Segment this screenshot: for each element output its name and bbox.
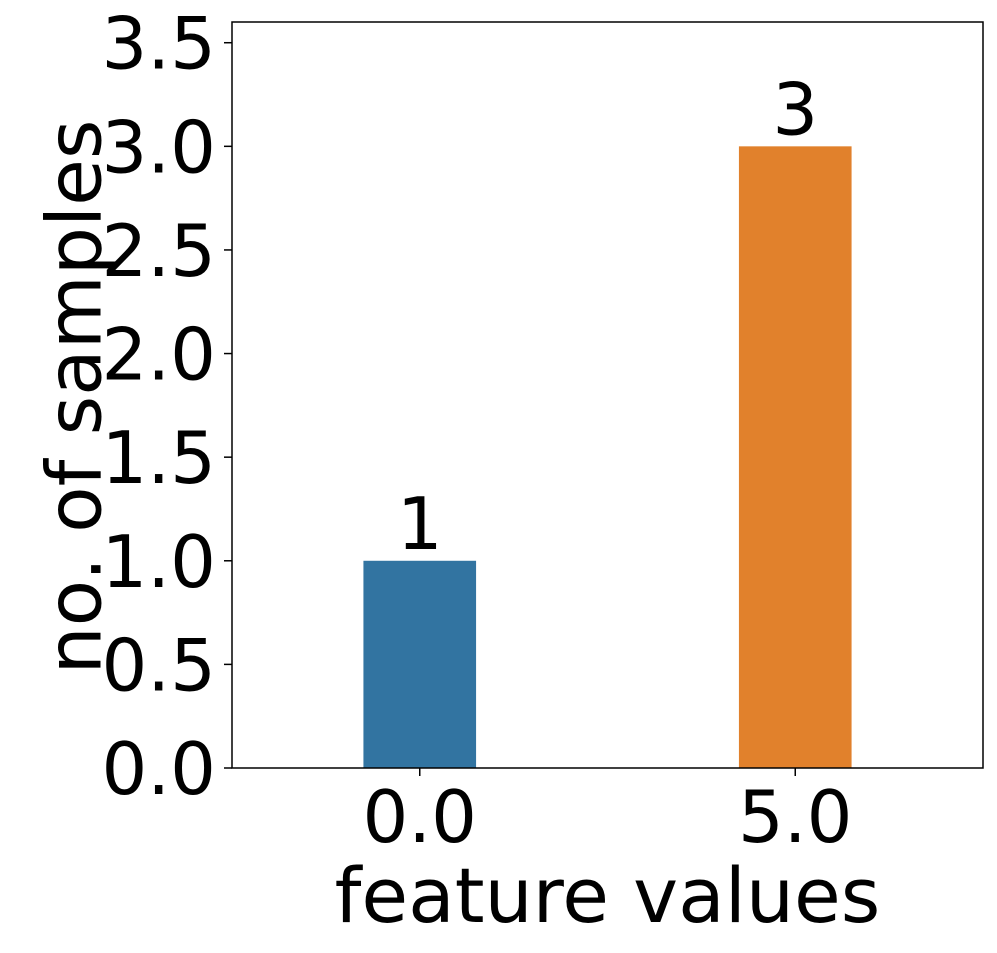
x-axis-label: feature values — [335, 851, 881, 940]
x-axis: 0.0 5.0 — [362, 768, 853, 859]
y-tick-label: 1.5 — [101, 416, 216, 500]
plot-frame — [231, 21, 984, 769]
y-tick-label: 2.0 — [101, 313, 216, 397]
y-tick-label: 3.0 — [101, 105, 216, 189]
x-tick-label: 0.0 — [362, 775, 477, 859]
y-tick-label: 0.0 — [101, 727, 216, 811]
bar-value-label-0: 1 — [397, 482, 443, 566]
bar-value-label-1: 3 — [772, 67, 818, 151]
bars-group — [363, 146, 852, 769]
y-tick-label: 3.5 — [101, 2, 216, 86]
y-axis-label: no. of samples — [30, 120, 119, 675]
data-labels-group: 13 — [397, 67, 818, 565]
x-tick-label: 5.0 — [738, 775, 853, 859]
y-axis: 0.0 0.5 1.0 1.5 2.0 2.5 3.0 3.5 — [101, 2, 232, 811]
y-tick-label: 1.0 — [101, 520, 216, 604]
y-tick-label: 2.5 — [101, 209, 216, 293]
bar-0 — [363, 560, 477, 768]
bar-1 — [738, 146, 852, 769]
y-tick-label: 0.5 — [101, 623, 216, 707]
